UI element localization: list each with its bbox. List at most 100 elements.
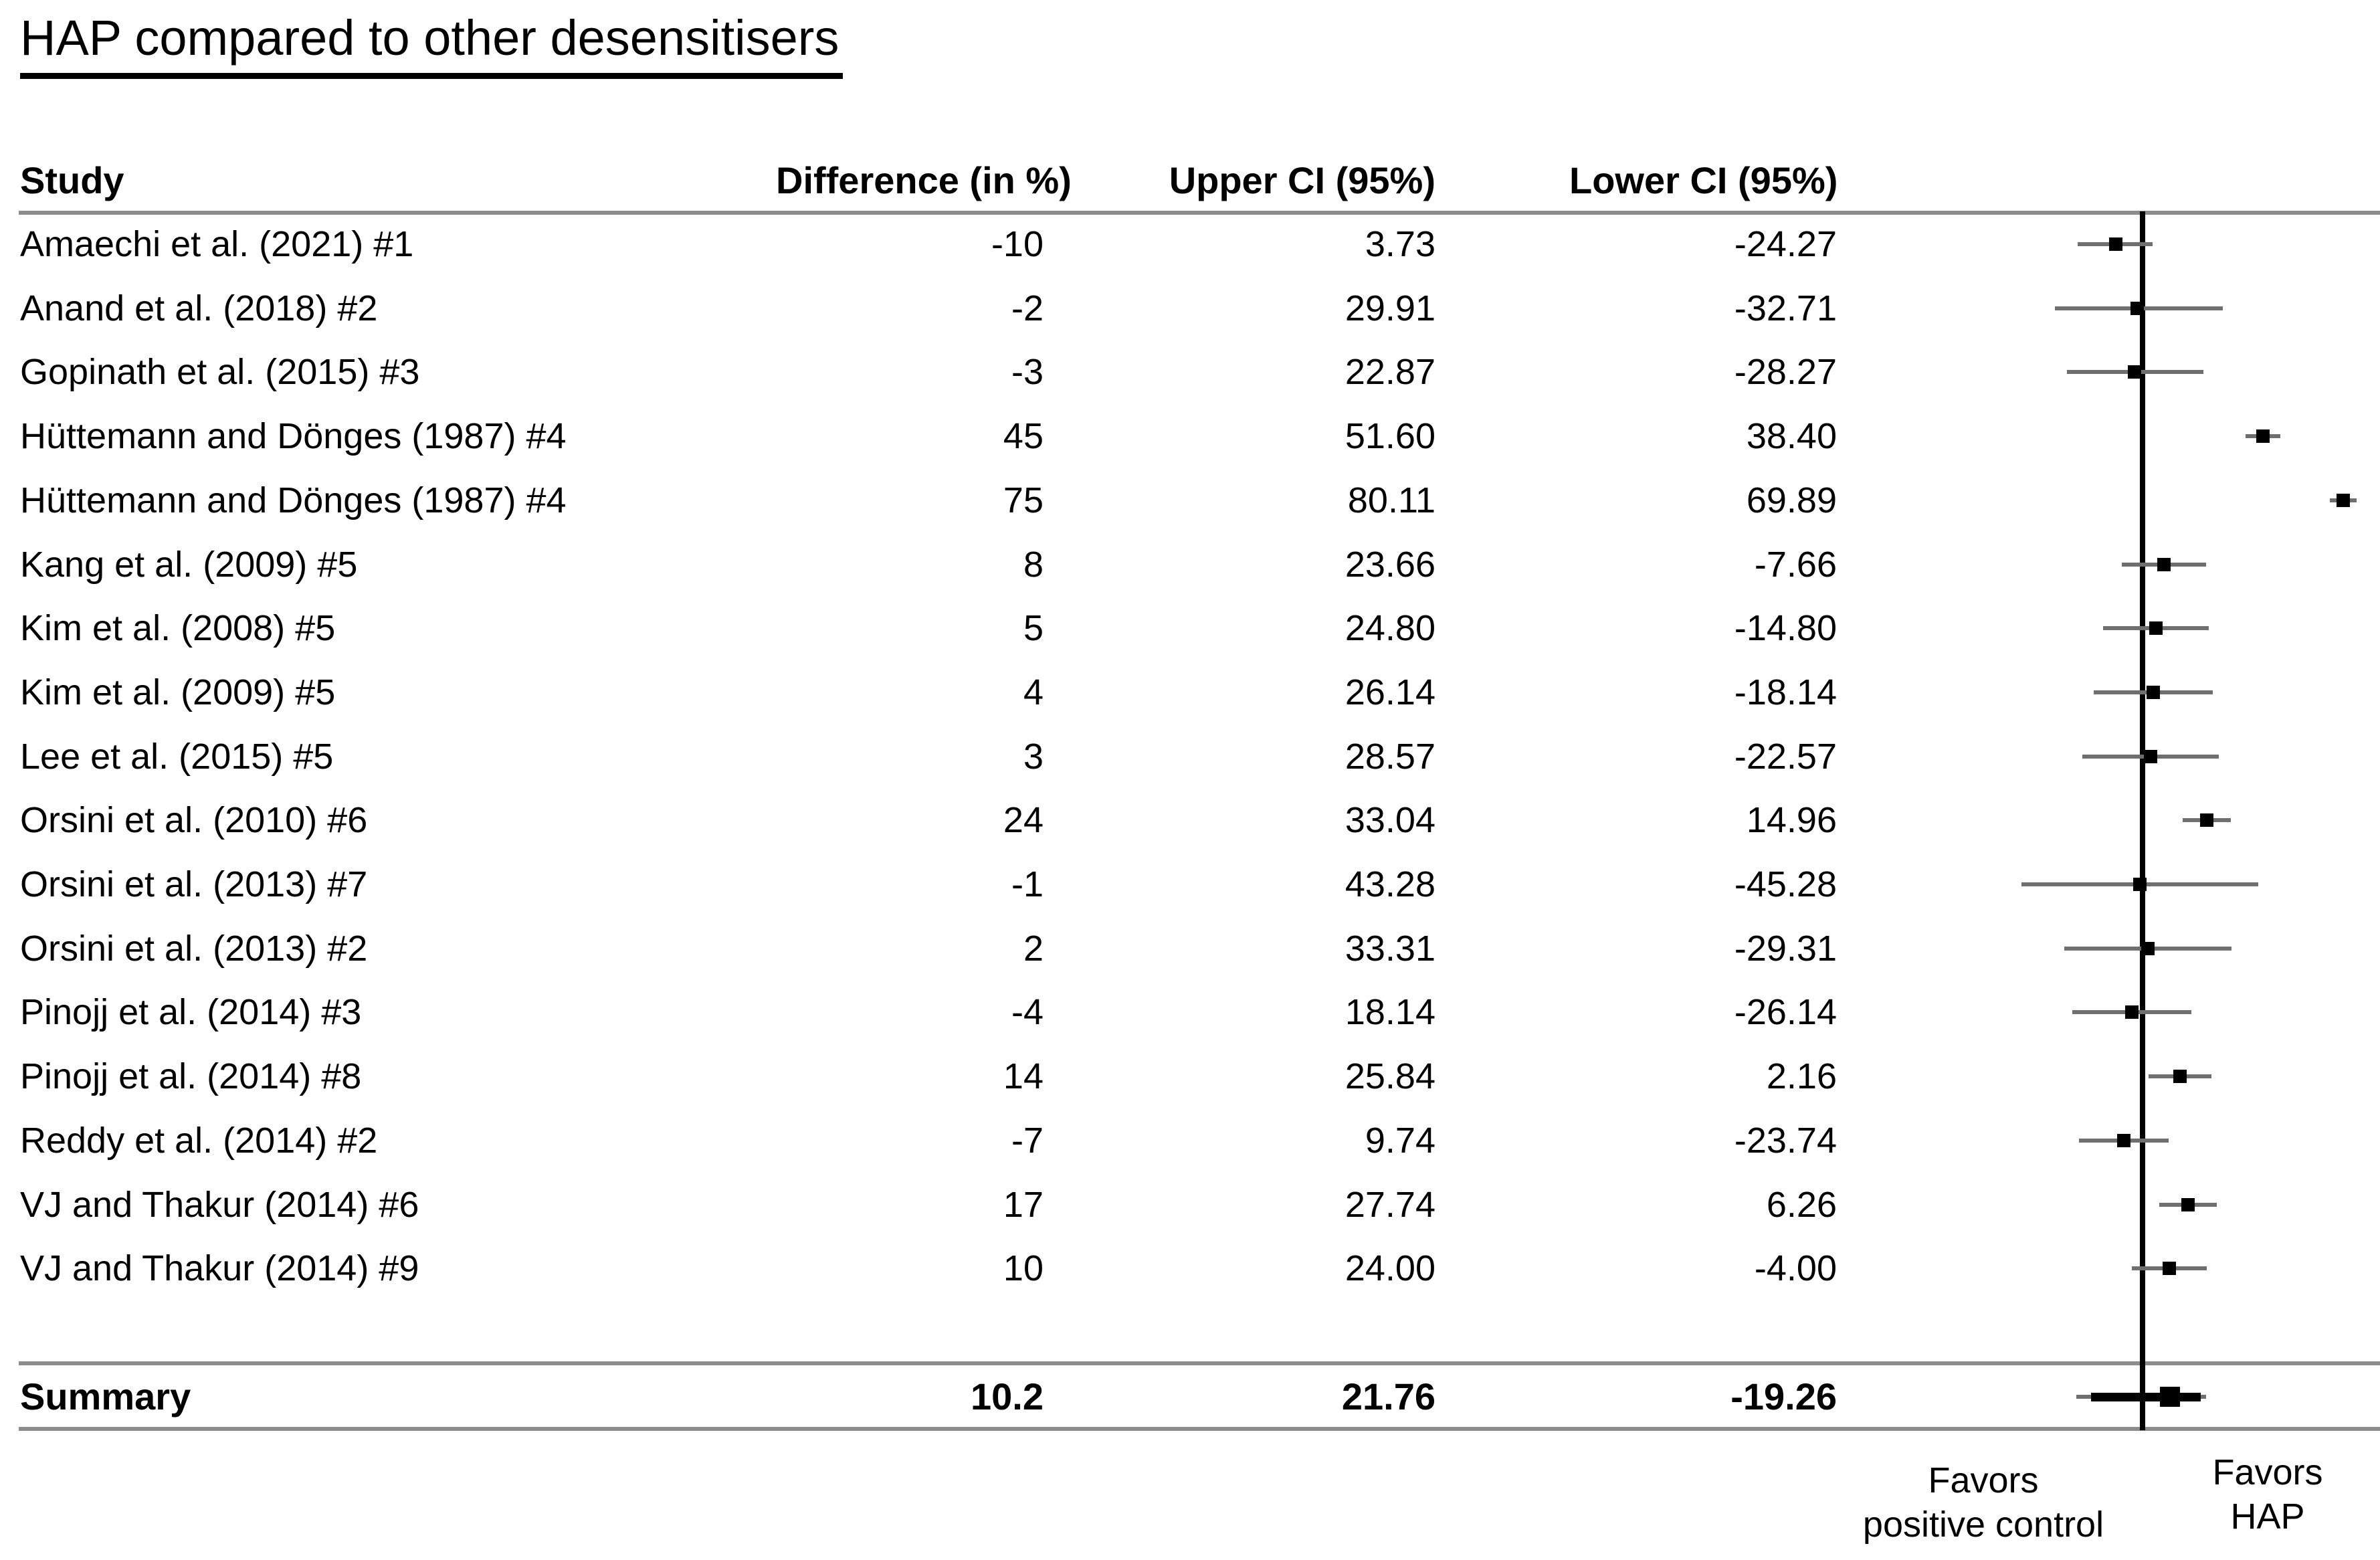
upper-ci-value: 24.80 bbox=[1345, 608, 1435, 649]
summary-label: Summary bbox=[20, 1375, 191, 1418]
study-row: Kim et al. (2008) #5 5 24.80 -14.80 bbox=[0, 596, 1873, 660]
lower-ci-value: -14.80 bbox=[1734, 608, 1837, 649]
upper-ci-value: 43.28 bbox=[1345, 864, 1435, 904]
lower-ci-value: -7.66 bbox=[1754, 544, 1837, 585]
difference-value: -3 bbox=[1011, 352, 1044, 393]
point-marker bbox=[2144, 749, 2157, 763]
lower-ci-value: -45.28 bbox=[1734, 864, 1837, 904]
upper-ci-value: 3.73 bbox=[1365, 224, 1435, 264]
point-marker bbox=[2181, 1197, 2195, 1211]
point-marker bbox=[2147, 685, 2160, 699]
difference-value: 2 bbox=[1023, 928, 1044, 969]
study-label: VJ and Thakur (2014) #9 bbox=[20, 1248, 419, 1289]
summary-bottom-divider-line bbox=[19, 1427, 2380, 1431]
study-row: VJ and Thakur (2014) #6 17 27.74 6.26 bbox=[0, 1173, 1873, 1237]
lower-ci-value: -4.00 bbox=[1754, 1248, 1837, 1289]
study-row: VJ and Thakur (2014) #9 10 24.00 -4.00 bbox=[0, 1236, 1873, 1300]
favors-left-line2: positive control bbox=[1862, 1504, 2104, 1545]
study-label: Pinojj et al. (2014) #3 bbox=[20, 992, 362, 1033]
point-marker bbox=[2149, 621, 2163, 636]
summary-top-divider-line bbox=[19, 1361, 2380, 1365]
difference-value: 8 bbox=[1023, 544, 1044, 585]
summary-upper-ci-value: 21.76 bbox=[1341, 1375, 1435, 1418]
difference-value: 14 bbox=[1003, 1056, 1044, 1097]
lower-ci-value: 2.16 bbox=[1766, 1056, 1837, 1097]
difference-value: 3 bbox=[1023, 736, 1044, 777]
study-row: Kim et al. (2009) #5 4 26.14 -18.14 bbox=[0, 660, 1873, 724]
point-marker bbox=[2133, 878, 2147, 891]
lower-ci-value: 69.89 bbox=[1746, 480, 1837, 520]
point-marker bbox=[2256, 429, 2270, 444]
upper-ci-value: 22.87 bbox=[1345, 352, 1435, 393]
lower-ci-value: -22.57 bbox=[1734, 736, 1837, 777]
study-row: Anand et al. (2018) #2 -2 29.91 -32.71 bbox=[0, 276, 1873, 340]
point-marker bbox=[2128, 365, 2141, 379]
point-marker bbox=[2200, 813, 2213, 827]
lower-ci-value: -24.27 bbox=[1734, 224, 1837, 264]
point-marker bbox=[2157, 557, 2171, 571]
study-row: Pinojj et al. (2014) #3 -4 18.14 -26.14 bbox=[0, 980, 1873, 1044]
lower-ci-value: -29.31 bbox=[1734, 928, 1837, 969]
favors-left-line1: Favors bbox=[1928, 1460, 2039, 1500]
study-row: Pinojj et al. (2014) #8 14 25.84 2.16 bbox=[0, 1044, 1873, 1108]
favors-hap-label: Favors HAP bbox=[2134, 1450, 2380, 1539]
upper-ci-value: 33.04 bbox=[1345, 800, 1435, 841]
difference-value: -1 bbox=[1011, 864, 1044, 904]
column-header-difference: Difference (in %) bbox=[776, 159, 1072, 201]
difference-value: 10 bbox=[1003, 1248, 1044, 1289]
difference-value: -10 bbox=[991, 224, 1044, 264]
summary-row: Summary 10.2 21.76 -19.26 bbox=[0, 1365, 1873, 1429]
difference-value: 5 bbox=[1023, 608, 1044, 649]
difference-value: 17 bbox=[1003, 1184, 1044, 1225]
difference-value: 75 bbox=[1003, 480, 1044, 520]
study-label: Reddy et al. (2014) #2 bbox=[20, 1120, 378, 1161]
point-marker bbox=[2163, 1262, 2176, 1276]
study-row: Orsini et al. (2013) #2 2 33.31 -29.31 bbox=[0, 916, 1873, 981]
page-title: HAP compared to other desensitisers bbox=[20, 9, 844, 79]
study-label: Amaechi et al. (2021) #1 bbox=[20, 224, 414, 264]
study-label: Hüttemann and Dönges (1987) #4 bbox=[20, 416, 567, 457]
study-label: Anand et al. (2018) #2 bbox=[20, 288, 378, 328]
column-header-upper-ci: Upper CI (95%) bbox=[1169, 159, 1435, 201]
study-label: Kang et al. (2009) #5 bbox=[20, 544, 358, 585]
point-marker bbox=[2141, 941, 2155, 955]
lower-ci-value: -26.14 bbox=[1734, 992, 1837, 1033]
study-label: Orsini et al. (2013) #7 bbox=[20, 864, 368, 904]
difference-value: 24 bbox=[1003, 800, 1044, 841]
upper-ci-value: 80.11 bbox=[1347, 480, 1435, 520]
point-marker bbox=[2109, 237, 2122, 251]
point-marker bbox=[2117, 1133, 2130, 1147]
study-row: Hüttemann and Dönges (1987) #4 75 80.11 69.… bbox=[0, 468, 1873, 532]
table-header-row: Study Difference (in %) Upper CI (95%) L… bbox=[0, 149, 1873, 213]
upper-ci-value: 23.66 bbox=[1345, 544, 1435, 585]
upper-ci-value: 24.00 bbox=[1345, 1248, 1435, 1289]
study-row: Orsini et al. (2010) #6 24 33.04 14.96 bbox=[0, 788, 1873, 852]
study-row: Orsini et al. (2013) #7 -1 43.28 -45.28 bbox=[0, 852, 1873, 916]
difference-value: -7 bbox=[1011, 1120, 1044, 1161]
study-row: Hüttemann and Dönges (1987) #4 45 51.60 38.… bbox=[0, 404, 1873, 468]
study-label: VJ and Thakur (2014) #6 bbox=[20, 1184, 419, 1225]
summary-point-marker bbox=[2159, 1387, 2180, 1407]
summary-lower-ci-value: -19.26 bbox=[1730, 1375, 1837, 1418]
study-row: Reddy et al. (2014) #2 -7 9.74 -23.74 bbox=[0, 1108, 1873, 1173]
lower-ci-value: -18.14 bbox=[1734, 672, 1837, 712]
favors-right-line1: Favors bbox=[2212, 1452, 2323, 1492]
point-marker bbox=[2337, 493, 2350, 507]
upper-ci-value: 9.74 bbox=[1365, 1120, 1435, 1161]
study-label: Kim et al. (2008) #5 bbox=[20, 608, 336, 649]
lower-ci-value: -23.74 bbox=[1734, 1120, 1837, 1161]
lower-ci-value: 6.26 bbox=[1766, 1184, 1837, 1225]
upper-ci-value: 29.91 bbox=[1345, 288, 1435, 328]
upper-ci-value: 28.57 bbox=[1345, 736, 1435, 777]
upper-ci-value: 25.84 bbox=[1345, 1056, 1435, 1097]
difference-value: 4 bbox=[1023, 672, 1044, 712]
lower-ci-value: 38.40 bbox=[1746, 416, 1837, 457]
study-label: Orsini et al. (2013) #2 bbox=[20, 928, 368, 969]
favors-positive-control-label: Favors positive control bbox=[1783, 1458, 2184, 1547]
summary-ci-line bbox=[2090, 1393, 2201, 1401]
study-label: Kim et al. (2009) #5 bbox=[20, 672, 336, 712]
difference-value: 45 bbox=[1003, 416, 1044, 457]
lower-ci-value: -32.71 bbox=[1734, 288, 1837, 328]
study-label: Orsini et al. (2010) #6 bbox=[20, 800, 368, 841]
